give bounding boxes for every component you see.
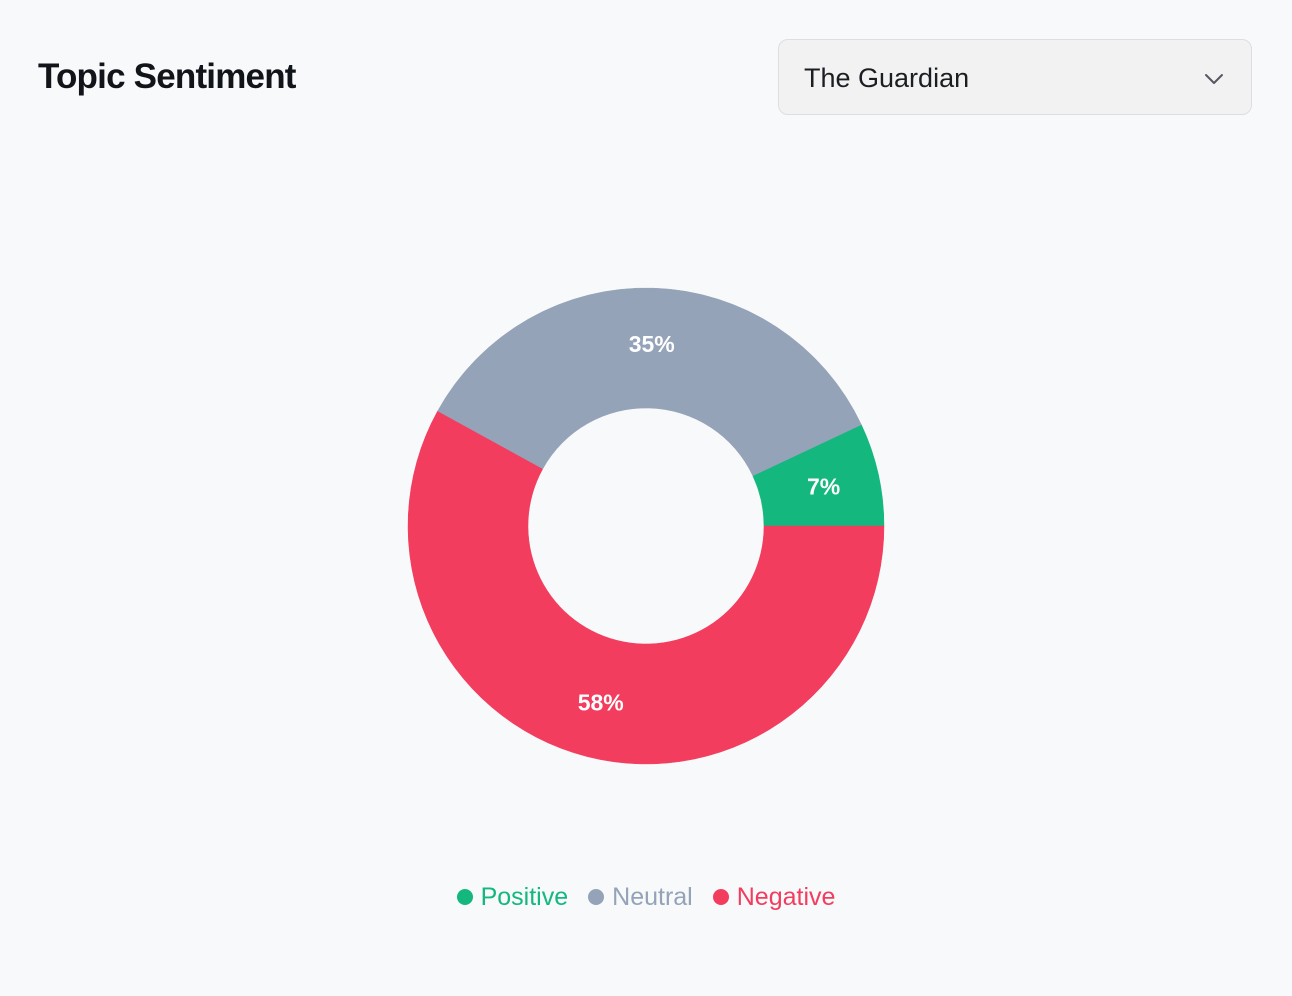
- legend-item-neutral[interactable]: Neutral: [588, 880, 693, 914]
- legend-label: Positive: [480, 883, 569, 911]
- slice-neutral[interactable]: [437, 287, 862, 477]
- chart-legend: Positive Neutral Negative: [0, 880, 1292, 914]
- legend-dot-icon: [712, 889, 729, 905]
- legend-dot-icon: [588, 889, 605, 905]
- header: Topic Sentiment The Guardian: [0, 0, 1292, 160]
- legend-item-negative[interactable]: Negative: [712, 880, 836, 914]
- chevron-down-icon: [1205, 74, 1223, 84]
- legend-label: Negative: [736, 883, 836, 911]
- slice-label-negative: 58%: [578, 689, 624, 715]
- source-select-value: The Guardian: [804, 63, 970, 93]
- legend-label: Neutral: [612, 883, 693, 911]
- donut-slices: [407, 287, 885, 765]
- sentiment-chart: 7% 35% 58% Positive Neutral Negative: [0, 160, 1292, 996]
- source-select[interactable]: The Guardian: [778, 39, 1252, 115]
- legend-dot-icon: [456, 889, 473, 905]
- donut-slice-labels: 7% 35% 58%: [578, 331, 841, 715]
- page-title: Topic Sentiment: [38, 57, 296, 96]
- donut-chart: 7% 35% 58%: [407, 287, 885, 765]
- slice-label-neutral: 35%: [629, 331, 675, 357]
- legend-item-positive[interactable]: Positive: [456, 880, 569, 914]
- slice-negative[interactable]: [407, 411, 885, 765]
- slice-label-positive: 7%: [807, 473, 840, 499]
